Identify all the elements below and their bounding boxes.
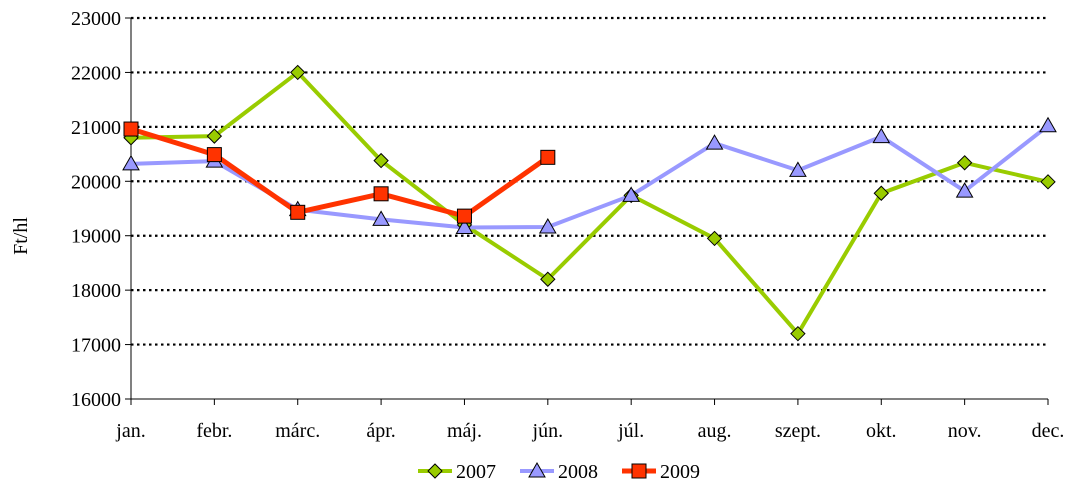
y-axis-label: Ft/hl bbox=[10, 217, 32, 255]
data-point-2007 bbox=[206, 128, 223, 144]
legend-item-2007: 2007 bbox=[418, 461, 496, 483]
y-tick-label: 20000 bbox=[71, 171, 121, 193]
legend-marker-square bbox=[631, 463, 647, 479]
series-lines bbox=[130, 70, 1050, 336]
y-tick-label: 22000 bbox=[71, 62, 121, 84]
y-tick-label: 17000 bbox=[71, 335, 121, 357]
legend: 2007 2008 2009 bbox=[418, 461, 700, 483]
data-point-2008 bbox=[122, 154, 140, 171]
y-tick-label: 19000 bbox=[71, 226, 121, 248]
x-tick-label: júl. bbox=[617, 420, 644, 442]
data-point-2008 bbox=[1039, 116, 1057, 133]
data-point-2007 bbox=[540, 271, 556, 287]
data-point-2009 bbox=[540, 149, 556, 165]
series-markers bbox=[122, 64, 1057, 342]
x-tick-label: szept. bbox=[775, 420, 821, 442]
x-tick-label: febr. bbox=[196, 420, 232, 442]
y-tick-label: 21000 bbox=[71, 117, 121, 139]
series-line-2008 bbox=[130, 124, 1050, 230]
data-point-2008 bbox=[872, 127, 891, 144]
y-tick-label: 18000 bbox=[71, 280, 121, 302]
data-point-2009 bbox=[123, 121, 139, 137]
series-line-2009 bbox=[130, 126, 550, 219]
tick-labels: 16000 17000 18000 19000 20000 21000 22000 23000… bbox=[71, 8, 1064, 442]
data-point-2008 bbox=[705, 134, 724, 150]
data-point-2009 bbox=[206, 147, 222, 163]
data-point-2007 bbox=[373, 152, 389, 169]
data-point-2007 bbox=[873, 185, 889, 201]
y-tick-label: 23000 bbox=[71, 8, 121, 30]
legend-label: 2008 bbox=[558, 461, 598, 483]
data-point-2007 bbox=[290, 64, 306, 81]
legend-marker-diamond bbox=[427, 463, 443, 479]
legend-label: 2009 bbox=[660, 461, 700, 483]
x-tick-label: nov. bbox=[948, 420, 982, 442]
legend-item-2009: 2009 bbox=[622, 461, 700, 483]
data-point-2007 bbox=[790, 325, 806, 342]
data-point-2007 bbox=[1040, 174, 1056, 190]
data-point-2008 bbox=[455, 218, 474, 235]
data-point-2008 bbox=[789, 161, 807, 177]
axes bbox=[125, 17, 1049, 405]
x-tick-label: jún. bbox=[532, 420, 564, 442]
x-tick-label: aug. bbox=[698, 420, 732, 442]
legend-label: 2007 bbox=[456, 461, 496, 483]
x-tick-label: ápr. bbox=[366, 420, 395, 442]
x-tick-label: okt. bbox=[866, 420, 897, 442]
x-tick-label: márc. bbox=[275, 420, 320, 442]
data-point-2008 bbox=[372, 210, 390, 226]
y-tick-label: 16000 bbox=[71, 389, 121, 411]
data-point-2009 bbox=[456, 208, 472, 224]
data-point-2007 bbox=[706, 230, 723, 247]
data-point-2008 bbox=[622, 186, 641, 202]
grid-lines bbox=[131, 16, 1048, 346]
legend-item-2008: 2008 bbox=[520, 461, 598, 483]
series-line-2007 bbox=[130, 70, 1049, 336]
data-point-2007 bbox=[956, 155, 973, 171]
legend-marker-triangle bbox=[528, 461, 546, 478]
x-tick-label: máj. bbox=[447, 420, 482, 442]
x-tick-label: jan. bbox=[115, 420, 145, 442]
data-point-2009 bbox=[373, 186, 389, 202]
x-tick-label: dec. bbox=[1032, 420, 1065, 442]
data-point-2008 bbox=[955, 182, 974, 198]
data-point-2008 bbox=[538, 217, 557, 234]
data-point-2009 bbox=[290, 204, 306, 220]
